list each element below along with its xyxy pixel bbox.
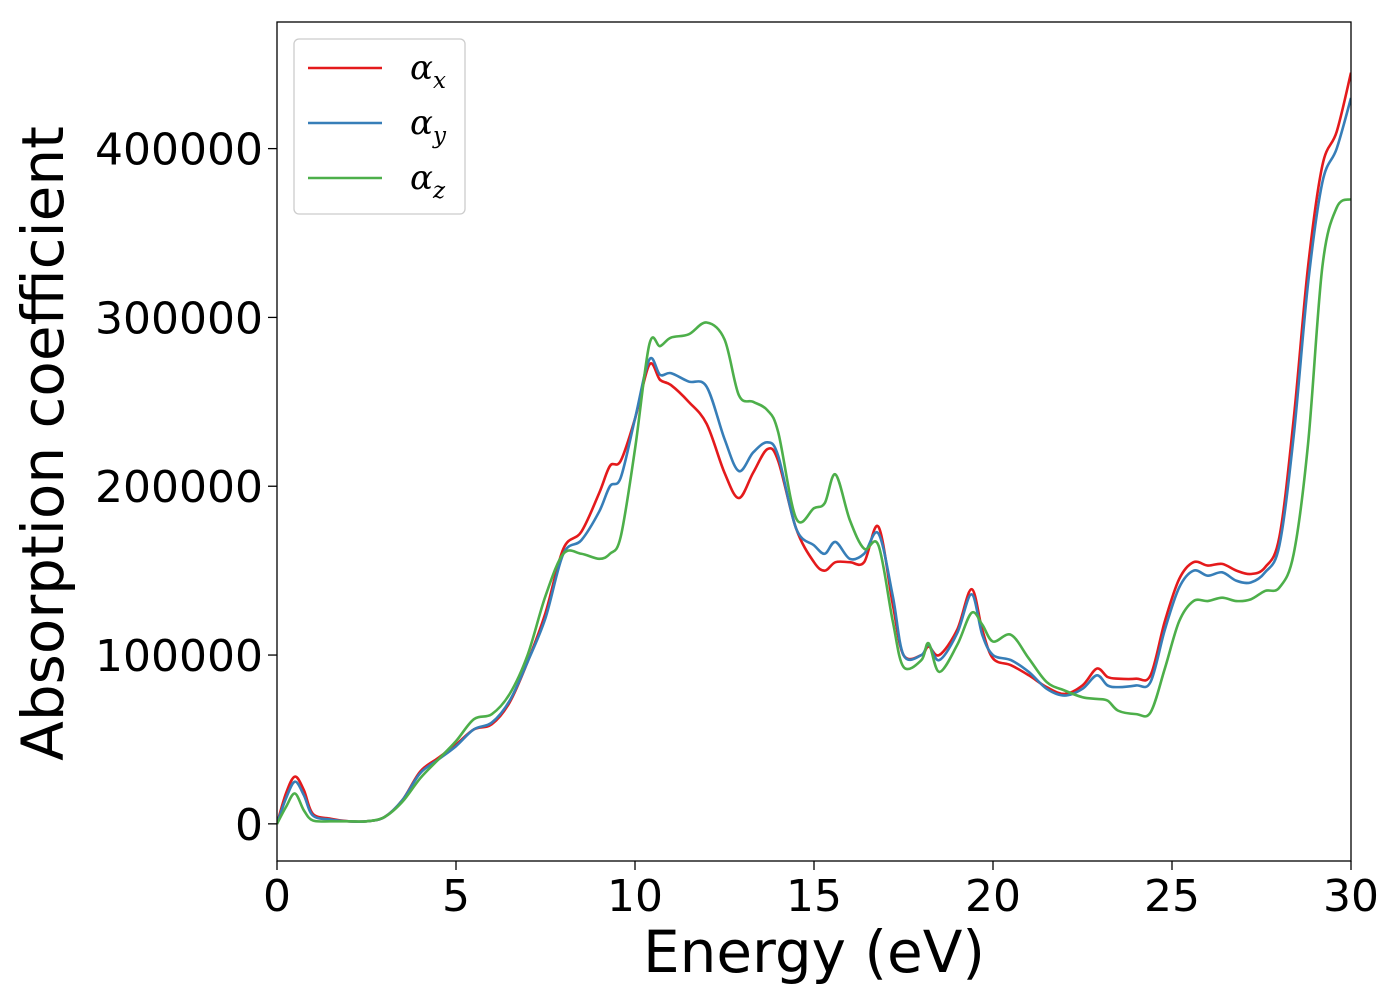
x-axis: 0 5 10 15 20 25 30 — [263, 861, 1379, 922]
x-axis-title: Energy (eV) — [643, 918, 985, 986]
legend-label-x: αx — [410, 48, 446, 94]
x-tick-label: 15 — [786, 871, 842, 922]
y-tick-label: 400000 — [95, 125, 263, 176]
x-tick-label: 20 — [965, 871, 1021, 922]
y-tick-label: 100000 — [95, 631, 263, 682]
y-tick-label: 200000 — [95, 462, 263, 513]
series-line-y — [277, 97, 1351, 825]
x-tick-label: 0 — [263, 871, 291, 922]
y-tick-label: 300000 — [95, 293, 263, 344]
x-tick-label: 10 — [607, 871, 663, 922]
legend-label-y: αy — [410, 103, 447, 149]
y-axis: 0 100000 200000 300000 400000 — [95, 125, 277, 851]
y-axis-title: Absorption coefficient — [9, 126, 77, 761]
x-tick-label: 5 — [442, 871, 470, 922]
legend: αx αy αz — [293, 38, 466, 215]
series-layer — [277, 72, 1351, 825]
legend-label-z: αz — [410, 158, 446, 204]
y-tick-label: 0 — [235, 800, 263, 851]
series-line-z — [277, 198, 1351, 825]
legend-box — [293, 38, 466, 215]
x-tick-label: 30 — [1323, 871, 1379, 922]
x-tick-label: 25 — [1144, 871, 1200, 922]
